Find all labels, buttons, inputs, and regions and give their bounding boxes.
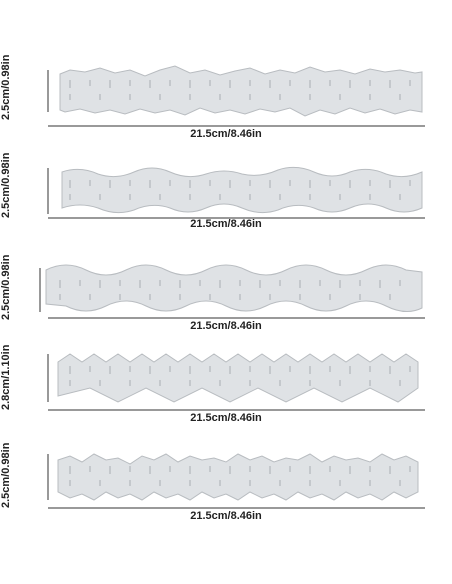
ruler-zigzag-shape [47,353,425,411]
ruler-scallop-ticks [69,180,411,200]
ruler-wave-width-label: 21.5cm/8.46in [190,320,262,332]
ruler-scallop-shape [47,166,425,219]
ruler-jagged-row: 2.5cm/0.98in 21.5cm/8.46in [0,0,452,140]
ruler-scallop-height-label: 2.5cm/0.98in [0,152,12,218]
ruler-zigzag-row: 2.8cm/1.10in 21.5cm/8.46in [0,340,452,440]
ruler-zigzag-ticks [69,366,411,386]
ruler-wave-ticks [59,280,401,300]
ruler-deckle-ticks [69,466,411,486]
ruler-deckle-row: 2.5cm/0.98in 21.5cm/8.46in [0,440,452,540]
ruler-zigzag-width-label: 21.5cm/8.46in [190,412,262,424]
ruler-deckle-shape [47,453,425,509]
ruler-scallop-width-label: 21.5cm/8.46in [190,218,262,230]
ruler-zigzag-height-label: 2.8cm/1.10in [0,344,12,410]
ruler-scallop-row: 2.5cm/0.98in 21.5cm/8.46in [0,150,452,250]
ruler-jagged-ticks [69,80,411,100]
ruler-jagged-width-label: 21.5cm/8.46in [190,128,262,140]
ruler-wave-height-label: 2.5cm/0.98in [0,254,12,320]
ruler-deckle-width-label: 21.5cm/8.46in [190,510,262,522]
ruler-jagged-shape [47,65,425,127]
ruler-jagged-height-label: 2.5cm/0.98in [0,54,12,120]
ruler-wave-row: 2.5cm/0.98in 21.5cm/8.46in [0,254,452,340]
ruler-wave-shape [39,264,425,319]
ruler-deckle-height-label: 2.5cm/0.98in [0,442,12,508]
